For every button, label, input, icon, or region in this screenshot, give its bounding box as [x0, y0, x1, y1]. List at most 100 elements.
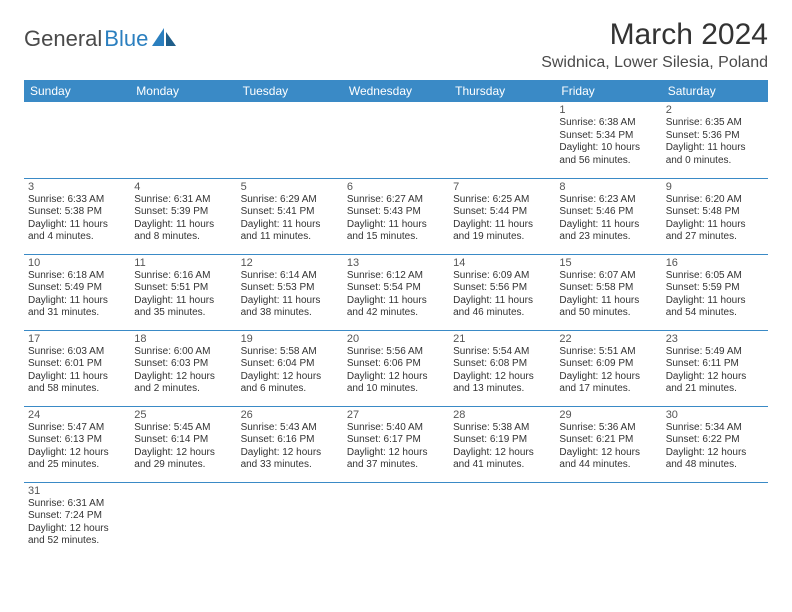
header: General Blue March 2024 Swidnica, Lower … [24, 18, 768, 72]
day-number: 10 [28, 257, 126, 269]
daylight-text: Daylight: 12 hours and 6 minutes. [241, 371, 339, 396]
day-number: 14 [453, 257, 551, 269]
sunset-text: Sunset: 6:14 PM [134, 434, 232, 447]
sunset-text: Sunset: 6:09 PM [559, 358, 657, 371]
day-number: 25 [134, 409, 232, 421]
calendar-cell: 20Sunrise: 5:56 AMSunset: 6:06 PMDayligh… [343, 330, 449, 406]
calendar-cell: 18Sunrise: 6:00 AMSunset: 6:03 PMDayligh… [130, 330, 236, 406]
location-text: Swidnica, Lower Silesia, Poland [541, 54, 768, 72]
sunset-text: Sunset: 5:44 PM [453, 206, 551, 219]
day-number: 13 [347, 257, 445, 269]
calendar-cell: 23Sunrise: 5:49 AMSunset: 6:11 PMDayligh… [662, 330, 768, 406]
page-title: March 2024 [541, 18, 768, 52]
sunset-text: Sunset: 5:48 PM [666, 206, 764, 219]
day-number: 21 [453, 333, 551, 345]
sunrise-text: Sunrise: 5:58 AM [241, 346, 339, 359]
brand-logo: General Blue [24, 26, 178, 52]
dow-header: Tuesday [237, 80, 343, 102]
day-number: 27 [347, 409, 445, 421]
calendar-cell: 30Sunrise: 5:34 AMSunset: 6:22 PMDayligh… [662, 406, 768, 482]
daylight-text: Daylight: 12 hours and 44 minutes. [559, 447, 657, 472]
day-number: 1 [559, 104, 657, 116]
daylight-text: Daylight: 11 hours and 11 minutes. [241, 219, 339, 244]
daylight-text: Daylight: 12 hours and 48 minutes. [666, 447, 764, 472]
sunset-text: Sunset: 5:56 PM [453, 282, 551, 295]
day-number: 3 [28, 181, 126, 193]
calendar-cell-empty [237, 102, 343, 178]
dow-header: Friday [555, 80, 661, 102]
day-number: 19 [241, 333, 339, 345]
brand-part1: General [24, 26, 102, 52]
sunrise-text: Sunrise: 6:14 AM [241, 270, 339, 283]
calendar-cell: 24Sunrise: 5:47 AMSunset: 6:13 PMDayligh… [24, 406, 130, 482]
sunset-text: Sunset: 5:34 PM [559, 130, 657, 143]
dow-header: Thursday [449, 80, 555, 102]
sunrise-text: Sunrise: 6:27 AM [347, 194, 445, 207]
sunset-text: Sunset: 6:21 PM [559, 434, 657, 447]
calendar-cell: 15Sunrise: 6:07 AMSunset: 5:58 PMDayligh… [555, 254, 661, 330]
daylight-text: Daylight: 12 hours and 41 minutes. [453, 447, 551, 472]
sunrise-text: Sunrise: 5:34 AM [666, 422, 764, 435]
sunset-text: Sunset: 5:39 PM [134, 206, 232, 219]
day-number: 28 [453, 409, 551, 421]
sunrise-text: Sunrise: 6:25 AM [453, 194, 551, 207]
calendar-cell: 25Sunrise: 5:45 AMSunset: 6:14 PMDayligh… [130, 406, 236, 482]
day-number: 26 [241, 409, 339, 421]
daylight-text: Daylight: 12 hours and 13 minutes. [453, 371, 551, 396]
calendar-cell: 9Sunrise: 6:20 AMSunset: 5:48 PMDaylight… [662, 178, 768, 254]
day-number: 4 [134, 181, 232, 193]
sunset-text: Sunset: 6:17 PM [347, 434, 445, 447]
calendar-cell: 7Sunrise: 6:25 AMSunset: 5:44 PMDaylight… [449, 178, 555, 254]
sunrise-text: Sunrise: 6:16 AM [134, 270, 232, 283]
sunrise-text: Sunrise: 5:38 AM [453, 422, 551, 435]
sunset-text: Sunset: 6:22 PM [666, 434, 764, 447]
day-number: 9 [666, 181, 764, 193]
title-block: March 2024 Swidnica, Lower Silesia, Pola… [541, 18, 768, 72]
dow-header: Wednesday [343, 80, 449, 102]
sunrise-text: Sunrise: 5:49 AM [666, 346, 764, 359]
calendar-cell-empty [130, 482, 236, 558]
sunset-text: Sunset: 6:16 PM [241, 434, 339, 447]
sunrise-text: Sunrise: 6:09 AM [453, 270, 551, 283]
daylight-text: Daylight: 12 hours and 29 minutes. [134, 447, 232, 472]
daylight-text: Daylight: 12 hours and 25 minutes. [28, 447, 126, 472]
calendar-cell: 27Sunrise: 5:40 AMSunset: 6:17 PMDayligh… [343, 406, 449, 482]
daylight-text: Daylight: 11 hours and 35 minutes. [134, 295, 232, 320]
calendar-cell-empty [662, 482, 768, 558]
day-number: 7 [453, 181, 551, 193]
day-number: 15 [559, 257, 657, 269]
daylight-text: Daylight: 11 hours and 15 minutes. [347, 219, 445, 244]
sunrise-text: Sunrise: 6:03 AM [28, 346, 126, 359]
calendar-cell: 6Sunrise: 6:27 AMSunset: 5:43 PMDaylight… [343, 178, 449, 254]
daylight-text: Daylight: 11 hours and 0 minutes. [666, 142, 764, 167]
calendar-cell-empty [237, 482, 343, 558]
calendar-cell: 17Sunrise: 6:03 AMSunset: 6:01 PMDayligh… [24, 330, 130, 406]
calendar-cell: 4Sunrise: 6:31 AMSunset: 5:39 PMDaylight… [130, 178, 236, 254]
daylight-text: Daylight: 11 hours and 23 minutes. [559, 219, 657, 244]
sunrise-text: Sunrise: 5:51 AM [559, 346, 657, 359]
sunrise-text: Sunrise: 6:20 AM [666, 194, 764, 207]
sunset-text: Sunset: 5:43 PM [347, 206, 445, 219]
calendar-cell: 29Sunrise: 5:36 AMSunset: 6:21 PMDayligh… [555, 406, 661, 482]
calendar-cell: 21Sunrise: 5:54 AMSunset: 6:08 PMDayligh… [449, 330, 555, 406]
daylight-text: Daylight: 11 hours and 8 minutes. [134, 219, 232, 244]
daylight-text: Daylight: 11 hours and 4 minutes. [28, 219, 126, 244]
calendar-cell: 31Sunrise: 6:31 AMSunset: 7:24 PMDayligh… [24, 482, 130, 558]
calendar-cell: 12Sunrise: 6:14 AMSunset: 5:53 PMDayligh… [237, 254, 343, 330]
sunrise-text: Sunrise: 6:38 AM [559, 117, 657, 130]
sunset-text: Sunset: 5:58 PM [559, 282, 657, 295]
sunrise-text: Sunrise: 5:47 AM [28, 422, 126, 435]
day-number: 6 [347, 181, 445, 193]
daylight-text: Daylight: 11 hours and 31 minutes. [28, 295, 126, 320]
sunrise-text: Sunrise: 6:00 AM [134, 346, 232, 359]
sunrise-text: Sunrise: 5:43 AM [241, 422, 339, 435]
sunset-text: Sunset: 5:36 PM [666, 130, 764, 143]
calendar-cell: 8Sunrise: 6:23 AMSunset: 5:46 PMDaylight… [555, 178, 661, 254]
sunrise-text: Sunrise: 5:40 AM [347, 422, 445, 435]
calendar-cell: 28Sunrise: 5:38 AMSunset: 6:19 PMDayligh… [449, 406, 555, 482]
sunrise-text: Sunrise: 5:54 AM [453, 346, 551, 359]
sunrise-text: Sunrise: 5:56 AM [347, 346, 445, 359]
daylight-text: Daylight: 11 hours and 54 minutes. [666, 295, 764, 320]
daylight-text: Daylight: 10 hours and 56 minutes. [559, 142, 657, 167]
sunrise-text: Sunrise: 6:23 AM [559, 194, 657, 207]
